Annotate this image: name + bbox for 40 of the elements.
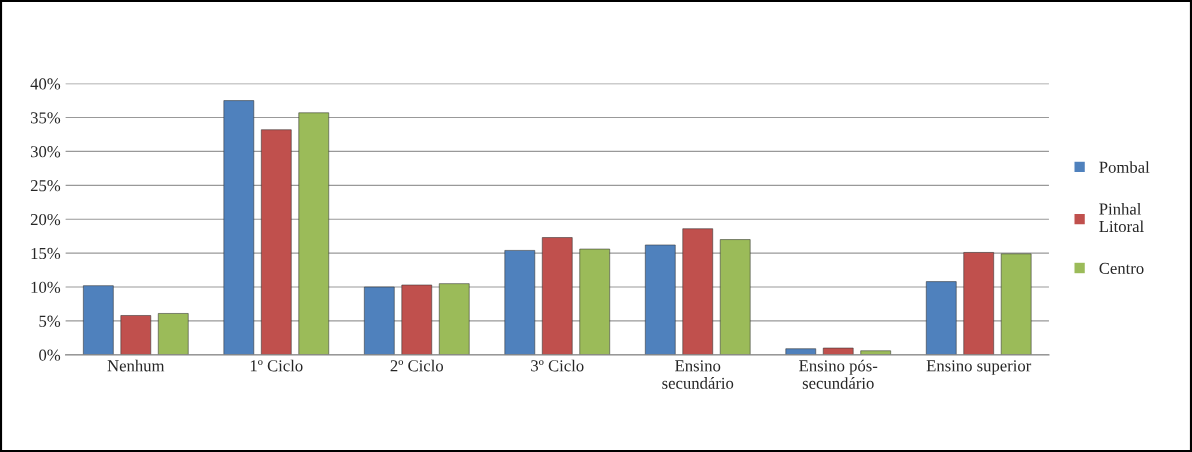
legend-label: Pinhal Litoral	[1099, 202, 1144, 233]
bar	[1000, 253, 1032, 355]
y-tick-label: 40%	[30, 78, 61, 90]
bar	[504, 250, 536, 355]
bar	[364, 286, 395, 355]
bar	[925, 281, 957, 355]
bar	[860, 350, 891, 355]
bar	[298, 112, 330, 355]
y-tick-label: 5%	[39, 315, 61, 327]
bar	[682, 228, 714, 355]
legend-label: Pombal	[1099, 161, 1150, 173]
bar	[120, 315, 152, 355]
bar	[645, 244, 676, 355]
x-tick-label: 2º Ciclo	[390, 359, 444, 372]
bar	[822, 347, 854, 355]
bar	[223, 100, 255, 355]
y-tick-label: 15%	[31, 247, 61, 260]
y-tick-label: 30%	[30, 146, 61, 158]
y-tick-label: 0%	[39, 349, 61, 361]
x-tick-label: Nenhum	[107, 359, 165, 372]
x-tick-label: Ensino superior	[926, 360, 1032, 375]
y-tick-label: 20%	[30, 213, 61, 226]
bar	[541, 237, 573, 355]
bar	[401, 284, 433, 355]
bar	[438, 283, 470, 355]
legend-label: Centro	[1099, 262, 1144, 274]
bar	[719, 239, 751, 355]
bar	[963, 252, 994, 355]
y-tick-label: 35%	[30, 112, 61, 124]
bar	[83, 285, 114, 355]
x-tick-label: 3º Ciclo	[531, 359, 584, 372]
x-tick-label: 1º Ciclo	[250, 359, 303, 372]
x-tick-label: Ensino pós- secundário	[799, 359, 878, 389]
bar	[158, 313, 189, 355]
bar	[785, 348, 817, 355]
y-tick-label: 25%	[30, 180, 61, 192]
bar	[261, 129, 292, 355]
bar	[579, 248, 610, 355]
y-tick-label: 10%	[31, 281, 61, 294]
x-tick-label: Ensino secundário	[662, 360, 734, 389]
